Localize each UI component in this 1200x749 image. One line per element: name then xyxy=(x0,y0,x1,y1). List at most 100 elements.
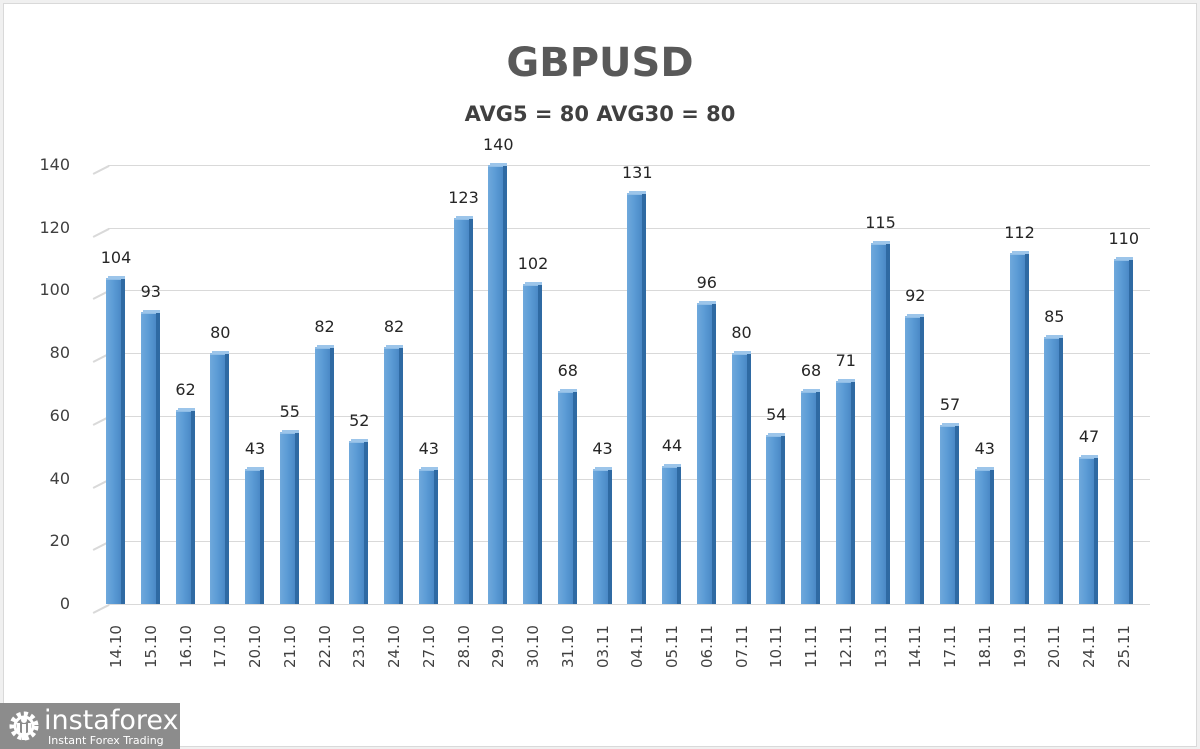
bar xyxy=(1079,456,1098,604)
brand-tagline: Instant Forex Trading xyxy=(48,734,164,747)
x-tick-label: 07.11 xyxy=(732,625,751,668)
bar xyxy=(870,243,890,604)
bar-top xyxy=(768,432,786,436)
bar-top xyxy=(664,464,681,468)
y-tick-label: 120 xyxy=(39,217,70,237)
bar-top xyxy=(108,275,125,279)
x-tick-label: 03.11 xyxy=(593,625,612,668)
bar-top xyxy=(733,351,751,355)
bar xyxy=(106,277,125,604)
data-label: 93 xyxy=(140,282,161,302)
bar xyxy=(801,390,820,604)
data-label: 110 xyxy=(1108,229,1140,249)
bar-top xyxy=(1115,257,1133,261)
bar xyxy=(731,353,751,604)
data-label: 102 xyxy=(517,254,549,274)
bar-top xyxy=(837,379,855,383)
x-tick-label: 24.11 xyxy=(1080,625,1098,668)
bar xyxy=(384,346,403,604)
data-label: 131 xyxy=(621,163,653,183)
bar xyxy=(210,353,230,604)
y-tick-label: 40 xyxy=(49,468,70,488)
y-tick-label: 60 xyxy=(49,405,70,425)
data-label: 140 xyxy=(482,135,514,154)
x-tick-label: 20.11 xyxy=(1045,625,1064,668)
x-tick-label: 24.10 xyxy=(385,625,403,668)
data-label: 71 xyxy=(835,351,856,371)
bar xyxy=(314,346,334,604)
data-label: 44 xyxy=(661,436,683,456)
bar-top xyxy=(525,282,542,286)
data-label: 68 xyxy=(557,360,578,380)
x-tick-label: 22.10 xyxy=(315,625,334,668)
bar-top xyxy=(281,429,299,433)
bar-top xyxy=(976,467,994,471)
data-label: 92 xyxy=(905,285,926,305)
bar-top xyxy=(212,351,230,355)
data-label: 55 xyxy=(279,401,300,421)
y-tick-label: 20 xyxy=(49,531,70,551)
bar-top xyxy=(559,388,577,392)
x-tick-label: 04.11 xyxy=(628,625,647,668)
data-label: 112 xyxy=(1004,222,1035,242)
x-tick-label: 31.10 xyxy=(558,625,577,668)
bar xyxy=(662,466,681,604)
bar xyxy=(974,469,994,604)
bar-top xyxy=(247,467,264,471)
bar-top xyxy=(907,313,925,317)
gridline-depth xyxy=(92,227,110,238)
bar-top xyxy=(872,241,890,245)
bar xyxy=(1113,259,1133,604)
bar-top xyxy=(1046,335,1064,339)
y-tick-label: 0 xyxy=(59,594,70,613)
data-label: 57 xyxy=(939,395,961,415)
data-label: 54 xyxy=(766,404,787,424)
bar-top xyxy=(455,216,473,220)
brand-name: instaforex xyxy=(44,705,179,736)
chart-title: GBPUSD xyxy=(506,40,694,86)
bar-top xyxy=(1011,250,1029,254)
bar xyxy=(835,381,855,604)
x-tick-label: 16.10 xyxy=(176,625,195,668)
data-label: 80 xyxy=(731,323,752,343)
data-label: 85 xyxy=(1044,307,1065,327)
bar xyxy=(696,302,716,604)
data-label: 82 xyxy=(314,316,335,336)
x-tick-label: 14.10 xyxy=(107,625,125,668)
gridline-depth xyxy=(92,603,110,614)
bar xyxy=(175,409,195,604)
x-tick-label: 20.10 xyxy=(246,625,264,668)
bar xyxy=(140,312,160,604)
bar xyxy=(557,390,577,604)
x-tick-label: 14.11 xyxy=(906,625,925,668)
data-label: 43 xyxy=(974,439,995,459)
bar xyxy=(905,315,925,604)
bar-top xyxy=(1081,454,1098,458)
gridline xyxy=(108,165,1150,166)
x-tick-label: 11.11 xyxy=(802,625,820,668)
bar xyxy=(349,440,369,604)
y-tick-label: 140 xyxy=(39,155,70,174)
x-tick-label: 29.10 xyxy=(489,625,508,668)
bar xyxy=(940,425,959,604)
x-tick-label: 27.10 xyxy=(419,625,438,668)
y-tick-label: 100 xyxy=(39,280,70,300)
bar xyxy=(592,469,612,604)
bar xyxy=(523,284,542,604)
bar-top xyxy=(420,467,438,471)
gear-person-icon xyxy=(9,711,39,741)
gridline xyxy=(108,604,1150,605)
x-tick-label: 10.11 xyxy=(767,625,786,668)
bar xyxy=(453,218,473,604)
bar xyxy=(488,165,508,604)
bar-top xyxy=(629,191,647,195)
bar-top xyxy=(351,438,369,442)
bar-top xyxy=(316,344,334,348)
x-tick-label: 17.11 xyxy=(941,625,959,668)
data-label: 80 xyxy=(210,323,231,343)
data-label: 82 xyxy=(383,316,405,336)
x-tick-label: 28.10 xyxy=(454,625,473,668)
bar xyxy=(418,469,438,604)
bar xyxy=(1009,252,1029,604)
